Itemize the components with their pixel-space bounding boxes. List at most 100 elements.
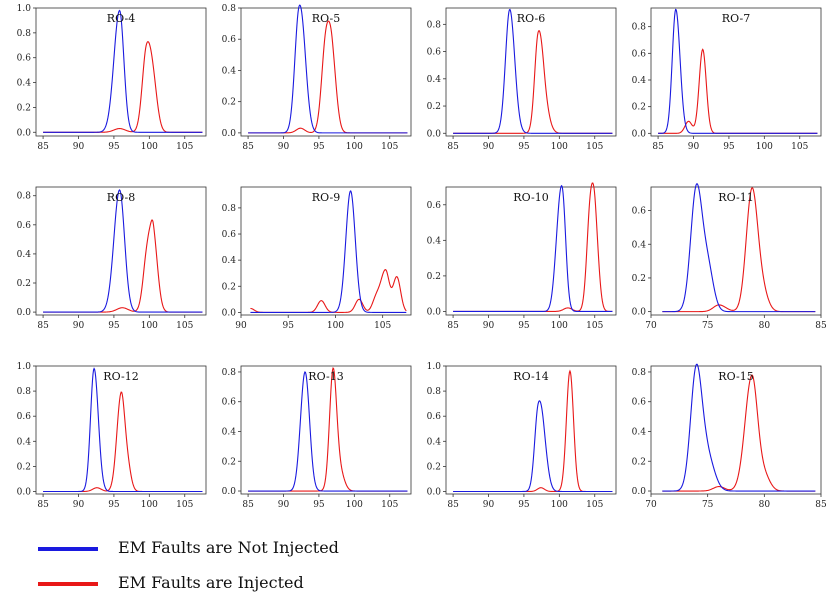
x-tick-label: 90	[73, 142, 85, 152]
x-tick-label: 85	[447, 321, 459, 331]
legend-label-injected: EM Faults are Injected	[118, 573, 304, 592]
y-tick-label: 0.8	[427, 387, 442, 397]
y-tick-label: 0.8	[222, 4, 237, 14]
chart-panel-ro-7: 0.0 0.2 0.4 0.6 0.8 85 90 95 100 105 RO-7	[623, 4, 830, 181]
y-tick-label: 0.0	[222, 129, 237, 139]
x-tick-label: 90	[483, 500, 495, 510]
chart-grid: 0.0 0.2 0.4 0.6 0.8 1.0 85 90 95 100 105 RO-4 0.0 0.2…	[8, 4, 830, 510]
chart-svg: 0.0 0.2 0.4 0.6 0.8 85 90 95 100 105 RO-6	[427, 7, 617, 152]
x-tick-label: 90	[483, 321, 495, 331]
x-tick-label: 95	[723, 142, 735, 152]
x-tick-label: 105	[176, 500, 193, 510]
legend-swatch-not-injected	[38, 547, 98, 551]
x-tick-label: 90	[483, 142, 495, 152]
x-tick-label: 70	[645, 500, 657, 510]
y-tick-label: 0.4	[17, 250, 32, 260]
y-tick-label: 0.0	[632, 487, 647, 497]
x-tick-label: 95	[518, 321, 530, 331]
x-tick-label: 90	[688, 142, 700, 152]
y-tick-label: 0.4	[222, 256, 237, 266]
y-tick-label: 0.6	[632, 398, 647, 408]
y-tick-label: 0.2	[427, 462, 441, 472]
y-tick-label: 0.0	[17, 308, 32, 318]
x-tick-label: 100	[346, 500, 363, 510]
x-tick-label: 95	[518, 500, 530, 510]
chart-title: RO-11	[718, 191, 753, 204]
y-tick-label: 0.4	[632, 76, 647, 86]
plot-frame	[650, 7, 822, 137]
x-tick-label: 95	[108, 500, 120, 510]
chart-svg: 0.0 0.2 0.4 0.6 0.8 85 90 95 100 105 RO-8	[17, 186, 207, 331]
y-tick-label: 0.8	[222, 368, 237, 378]
x-tick-label: 75	[702, 321, 714, 331]
series-line-not-injected	[248, 371, 408, 492]
y-tick-label: 0.6	[222, 398, 237, 408]
chart-title: RO-15	[718, 370, 753, 383]
x-tick-label: 90	[235, 321, 247, 331]
y-tick-label: 0.2	[222, 457, 236, 467]
chart-panel-ro-9: 0.0 0.2 0.4 0.6 0.8 90 95 100 105 RO-9	[213, 183, 420, 360]
y-tick-label: 0.6	[632, 207, 647, 217]
y-tick-label: 0.8	[632, 368, 647, 378]
series-line-not-injected	[662, 183, 816, 313]
plot-frame	[445, 186, 617, 316]
x-tick-label: 85	[815, 321, 827, 331]
y-tick-label: 0.8	[427, 20, 442, 30]
y-tick-label: 1.0	[427, 362, 442, 372]
y-tick-label: 0.4	[17, 79, 32, 89]
chart-title: RO-10	[513, 191, 548, 204]
y-tick-label: 0.6	[17, 412, 32, 422]
x-tick-label: 105	[381, 500, 398, 510]
chart-title: RO-7	[722, 12, 750, 25]
y-tick-label: 0.2	[427, 102, 441, 112]
chart-panel-ro-8: 0.0 0.2 0.4 0.6 0.8 85 90 95 100 105 RO-8	[8, 183, 215, 360]
y-tick-label: 0.8	[17, 192, 32, 202]
y-tick-label: 0.2	[427, 272, 441, 282]
series-line-injected	[453, 369, 613, 493]
plot-frame	[35, 7, 207, 137]
x-tick-label: 100	[141, 142, 158, 152]
chart-panel-ro-12: 0.0 0.2 0.4 0.6 0.8 1.0 85 90 95 100 105 RO-12	[8, 362, 215, 539]
y-tick-label: 0.0	[222, 308, 237, 318]
legend-item-injected: EM Faults are Injected	[38, 573, 438, 595]
series-line-not-injected	[248, 4, 408, 134]
x-tick-label: 105	[374, 321, 391, 331]
chart-panel-ro-11: 0.0 0.2 0.4 0.6 70 75 80 85 RO-11	[623, 183, 830, 360]
chart-title: RO-14	[513, 370, 548, 383]
y-tick-label: 0.2	[17, 103, 31, 113]
y-tick-label: 0.2	[17, 279, 31, 289]
x-tick-label: 85	[815, 500, 827, 510]
y-tick-label: 0.0	[427, 487, 442, 497]
plot-frame	[650, 365, 822, 495]
x-tick-label: 105	[381, 142, 398, 152]
chart-svg: 0.0 0.2 0.4 0.6 0.8 90 95 100 105 RO-9	[222, 186, 412, 331]
x-tick-label: 70	[645, 321, 657, 331]
plot-frame	[445, 365, 617, 495]
y-tick-label: 0.0	[632, 129, 647, 139]
x-tick-label: 85	[37, 321, 49, 331]
x-tick-label: 105	[586, 142, 603, 152]
chart-svg: 0.0 0.2 0.4 0.6 70 75 80 85 RO-11	[632, 183, 827, 331]
chart-title: RO-12	[103, 370, 138, 383]
x-tick-label: 80	[759, 500, 771, 510]
y-tick-label: 0.0	[17, 128, 32, 138]
x-tick-label: 85	[447, 142, 459, 152]
plot-frame	[445, 7, 617, 137]
y-tick-label: 0.6	[427, 412, 442, 422]
y-tick-label: 0.2	[222, 98, 236, 108]
y-tick-label: 0.6	[222, 35, 237, 45]
series-line-not-injected	[43, 9, 203, 133]
series-line-not-injected	[658, 8, 818, 134]
x-tick-label: 100	[756, 142, 773, 152]
y-tick-label: 0.4	[222, 427, 237, 437]
chart-panel-ro-6: 0.0 0.2 0.4 0.6 0.8 85 90 95 100 105 RO-6	[418, 4, 625, 181]
y-tick-label: 0.6	[427, 201, 442, 211]
x-tick-label: 90	[73, 321, 85, 331]
y-tick-label: 0.6	[632, 49, 647, 59]
y-tick-label: 0.2	[17, 462, 31, 472]
x-tick-label: 100	[346, 142, 363, 152]
x-tick-label: 90	[278, 142, 290, 152]
x-tick-label: 100	[327, 321, 344, 331]
x-tick-label: 105	[176, 321, 193, 331]
chart-svg: 0.0 0.2 0.4 0.6 0.8 85 90 95 100 105 RO-13	[222, 365, 412, 510]
